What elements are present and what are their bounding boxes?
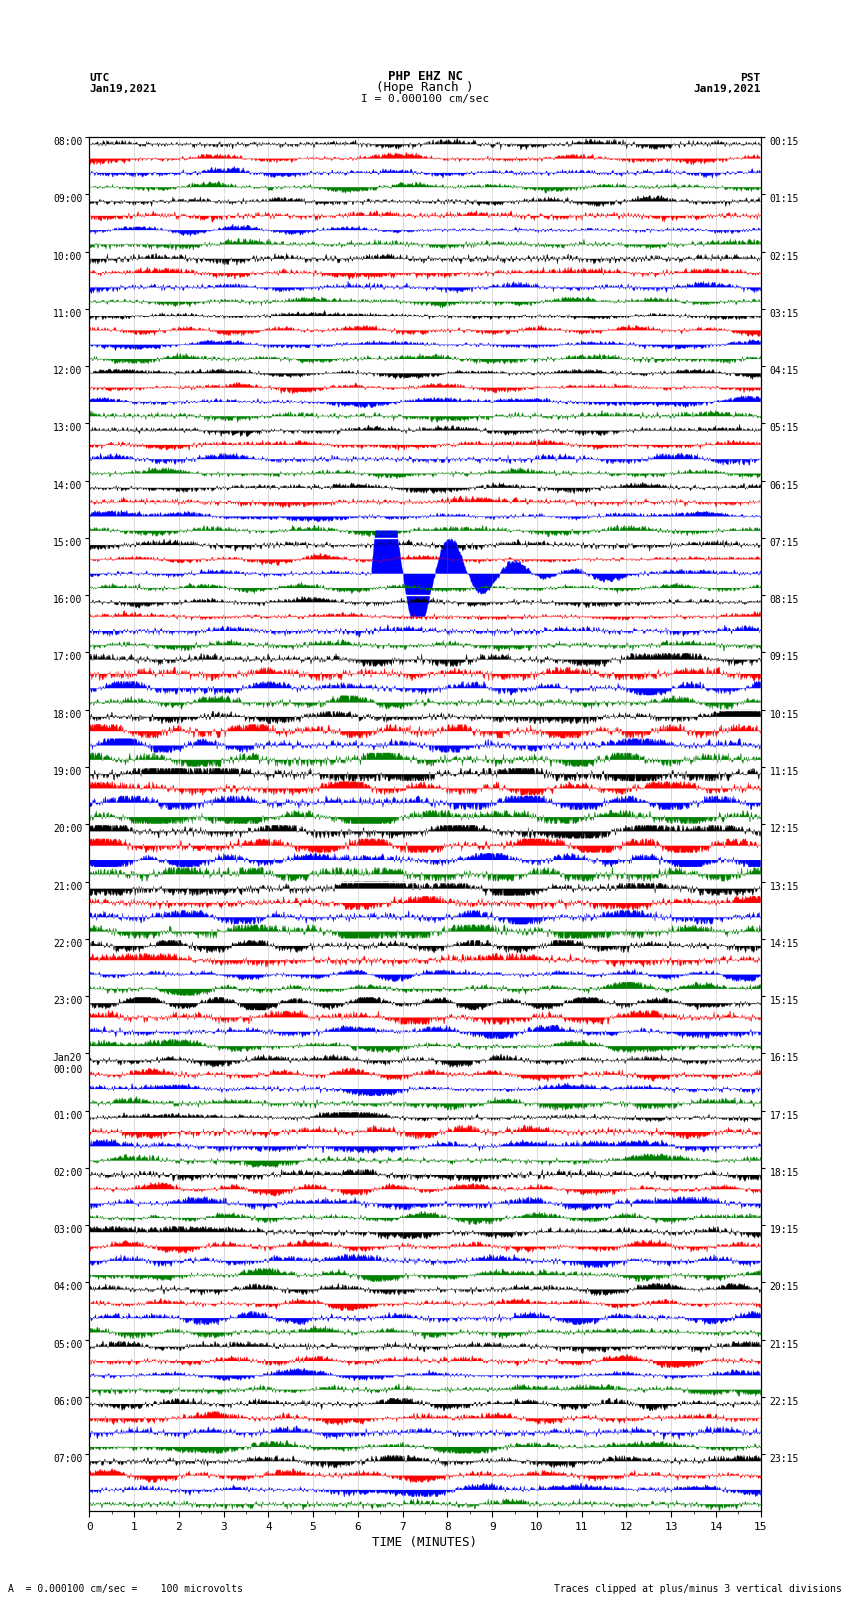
Text: UTC: UTC <box>89 73 110 84</box>
X-axis label: TIME (MINUTES): TIME (MINUTES) <box>372 1536 478 1548</box>
Text: PST: PST <box>740 73 761 84</box>
Text: Traces clipped at plus/minus 3 vertical divisions: Traces clipped at plus/minus 3 vertical … <box>553 1584 842 1594</box>
Text: Jan19,2021: Jan19,2021 <box>89 84 156 94</box>
Text: (Hope Ranch ): (Hope Ranch ) <box>377 81 473 94</box>
Text: I = 0.000100 cm/sec: I = 0.000100 cm/sec <box>361 94 489 105</box>
Text: A  = 0.000100 cm/sec =    100 microvolts: A = 0.000100 cm/sec = 100 microvolts <box>8 1584 243 1594</box>
Text: PHP EHZ NC: PHP EHZ NC <box>388 69 462 84</box>
Text: Jan19,2021: Jan19,2021 <box>694 84 761 94</box>
